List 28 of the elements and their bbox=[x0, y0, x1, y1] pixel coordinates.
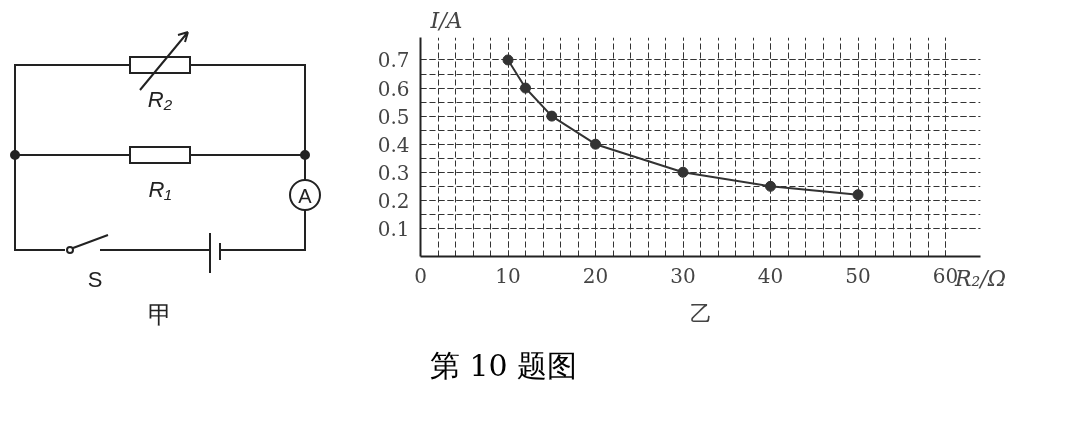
x-tick-label: 30 bbox=[670, 263, 696, 288]
y-tick-label: 0.1 bbox=[377, 216, 410, 241]
y-tick-label: 0.5 bbox=[377, 104, 410, 129]
text: S bbox=[87, 267, 103, 292]
x-tick-label: 50 bbox=[845, 263, 871, 288]
y-tick-label: 0.7 bbox=[377, 48, 410, 73]
x-tick-label: 20 bbox=[582, 263, 609, 288]
x-tick-label: 0 bbox=[414, 263, 427, 288]
y-tick-label: 0.2 bbox=[377, 188, 410, 213]
text: 乙 bbox=[689, 300, 712, 326]
x-tick-label: 10 bbox=[495, 263, 521, 288]
text: 第 10 题图 bbox=[430, 347, 578, 385]
y-tick-label: 0.6 bbox=[377, 76, 410, 101]
point bbox=[590, 138, 601, 150]
point bbox=[852, 189, 864, 201]
y-axis-title: I/A bbox=[429, 7, 463, 33]
text: A bbox=[298, 185, 313, 207]
point bbox=[677, 166, 689, 178]
text: 甲 bbox=[148, 301, 172, 328]
point bbox=[502, 54, 514, 66]
y-tick-label: 0.3 bbox=[377, 160, 410, 185]
y-tick-label: 0.4 bbox=[377, 132, 410, 157]
point bbox=[546, 110, 558, 122]
point bbox=[520, 82, 531, 94]
x-tick-label: 40 bbox=[757, 263, 784, 288]
point bbox=[765, 180, 776, 192]
text: R₂ bbox=[147, 87, 173, 112]
text: R₁ bbox=[148, 177, 172, 202]
